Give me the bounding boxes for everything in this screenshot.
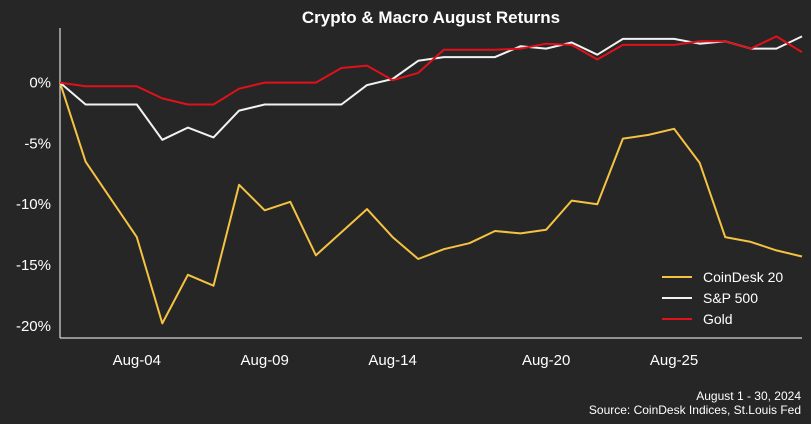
series-layer	[59, 35, 803, 325]
chart-title: Crypto & Macro August Returns	[302, 8, 560, 27]
x-tick-label: Aug-04	[113, 352, 161, 369]
y-tick-label: -5%	[24, 135, 51, 152]
legend-label-coindesk-20: CoinDesk 20	[703, 269, 783, 285]
legend: CoinDesk 20 S&P 500 Gold	[662, 269, 783, 327]
x-tick-label: Aug-20	[522, 352, 570, 369]
y-tick-label: -20%	[16, 318, 51, 335]
series-line-gold	[59, 35, 803, 106]
series-line-s-p-500	[59, 35, 803, 141]
series-line-coindesk-20	[59, 82, 803, 325]
x-tick-label: Aug-09	[241, 352, 289, 369]
legend-label-s-p-500: S&P 500	[703, 290, 758, 306]
y-tick-label: -15%	[16, 257, 51, 274]
y-tick-label: 0%	[29, 75, 51, 92]
footer-date-range: August 1 - 30, 2024	[696, 389, 801, 403]
x-tick-label: Aug-14	[368, 352, 416, 369]
footer-source: Source: CoinDesk Indices, St.Louis Fed	[589, 403, 801, 417]
y-tick-label: -10%	[16, 196, 51, 213]
legend-label-gold: Gold	[703, 311, 733, 327]
x-tick-label: Aug-25	[650, 352, 698, 369]
axes: 0% -5% -10% -15% -20% Aug-04 Aug-09 Aug-14 Aug-2…	[16, 28, 802, 369]
